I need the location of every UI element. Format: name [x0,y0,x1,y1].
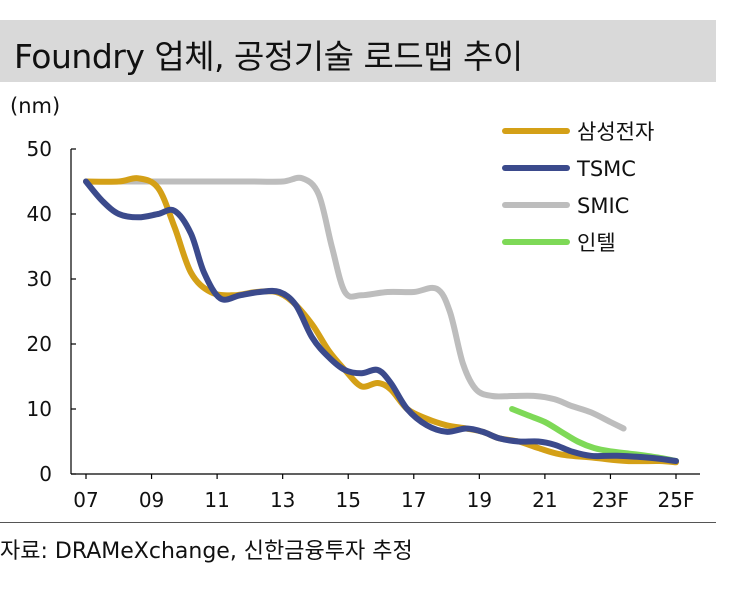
series-line [83,178,679,464]
y-tick-label: 50 [27,137,52,161]
chart-axes: 0 10 20 30 40 50 07 09 11 13 15 17 19 21 23F 25F [27,137,700,512]
x-tick-label: 15 [335,488,360,512]
legend-label: TSMC [576,157,636,181]
y-tick-label: 30 [27,267,52,291]
x-tick-label: 25F [658,488,695,512]
chart-series-layer [83,174,679,466]
y-tick-label: 20 [27,332,52,356]
x-tick-label: 19 [467,488,492,512]
x-tick-label: 07 [73,488,98,512]
series-line [115,174,627,432]
y-axis-unit-label: (nm) [10,94,61,118]
title-bar: Foundry 업체, 공정기술 로드맵 추이 [0,20,716,82]
source-note: 자료: DRAMeXchange, 신한금융투자 추정 [0,539,413,564]
x-tick-label: 09 [139,488,164,512]
x-tick-label: 11 [204,488,229,512]
legend-label: 인텔 [577,231,616,255]
series-line [83,175,679,466]
y-tick-label: 10 [27,397,52,421]
x-tick-label: 21 [532,488,557,512]
chart-title: Foundry 업체, 공정기술 로드맵 추이 [14,37,523,76]
x-tick-label: 23F [592,488,629,512]
y-tick-label: 40 [27,202,52,226]
legend-label: SMIC [577,194,629,218]
x-tick-label: 13 [270,488,295,512]
legend-label: 삼성전자 [577,120,654,144]
y-tick-label: 0 [39,462,52,486]
x-tick-label: 17 [401,488,426,512]
chart-legend: 삼성전자 TSMC SMIC 인텔 [502,120,654,255]
source-divider [0,522,716,523]
